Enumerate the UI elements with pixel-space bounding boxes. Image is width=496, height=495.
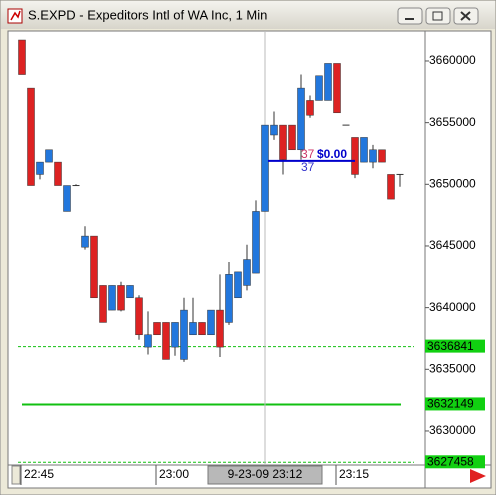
cursor-label: 9-23-09 23:12 [228,467,303,481]
candle-body [270,124,278,136]
candle-body [180,309,188,360]
candle-body [387,174,395,200]
candle-body [18,39,26,75]
candle-body [351,137,359,175]
candle-body [144,334,152,348]
candle-body [306,100,314,116]
scroll-right-arrow[interactable] [470,469,486,483]
candle-body [108,285,116,311]
candle-body [36,161,44,175]
level-box [425,339,485,353]
candle-body [90,235,98,299]
candle-body [378,149,386,163]
candle-body [252,211,260,274]
candle-body [126,285,134,299]
x-tick-label: 23:15 [339,467,369,481]
close-glyph [460,11,471,21]
candle-body [288,124,296,151]
candle-body [99,285,107,323]
candle-body [45,149,53,163]
candle-body [333,63,341,114]
restore-glyph [432,11,443,21]
candle-body [81,235,89,248]
candle-body [279,124,287,160]
candle-body [297,87,305,151]
y-tick-label: 3650000 [429,176,476,190]
restore-button[interactable] [425,7,451,25]
y-tick-label: 3630000 [429,423,476,437]
candle-body [63,185,71,212]
y-tick-label: 3635000 [429,361,476,375]
candle-body [360,137,368,163]
candle-body [207,309,215,336]
y-tick-label: 3655000 [429,115,476,129]
position-label: $0.00 [317,147,347,161]
level-label: 3627458 [427,454,474,468]
candle-body [234,271,242,299]
candle-body [216,309,224,348]
candle-body [27,87,35,186]
candle-body [342,124,350,126]
y-tick-label: 3645000 [429,238,476,252]
candle-body [198,322,206,336]
candle-body [135,297,143,336]
candle-body [189,322,197,336]
x-tick-label: 22:45 [24,467,54,481]
candle-body [153,322,161,336]
candle-body [171,322,179,348]
level-box [425,455,485,469]
level-box [425,397,485,411]
app-icon-glyph [10,10,21,21]
level-label: 3636841 [427,339,474,353]
y-tick-label: 3660000 [429,53,476,67]
candle-body [225,274,233,323]
scroll-stub[interactable] [11,465,21,485]
candle-body [324,63,332,101]
x-tick-label: 23:00 [159,467,189,481]
level-label: 3632149 [427,397,474,411]
window-title: S.EXPD - Expeditors Intl of WA Inc, 1 Mi… [28,7,267,22]
candle-body [54,161,62,186]
candle-body [117,285,125,311]
minimize-button[interactable] [397,7,423,25]
candle-body [243,259,251,286]
candle-body [261,124,269,212]
position-qty-bottom: 37 [301,160,315,174]
y-tick-label: 3640000 [429,300,476,314]
candle-body [72,185,80,187]
candle-body [315,75,323,101]
cursor-label-box [207,465,323,485]
candle-body [396,173,404,175]
candle-body [369,149,377,163]
candle-body [162,322,170,360]
position-qty-top: 37 [301,147,315,161]
